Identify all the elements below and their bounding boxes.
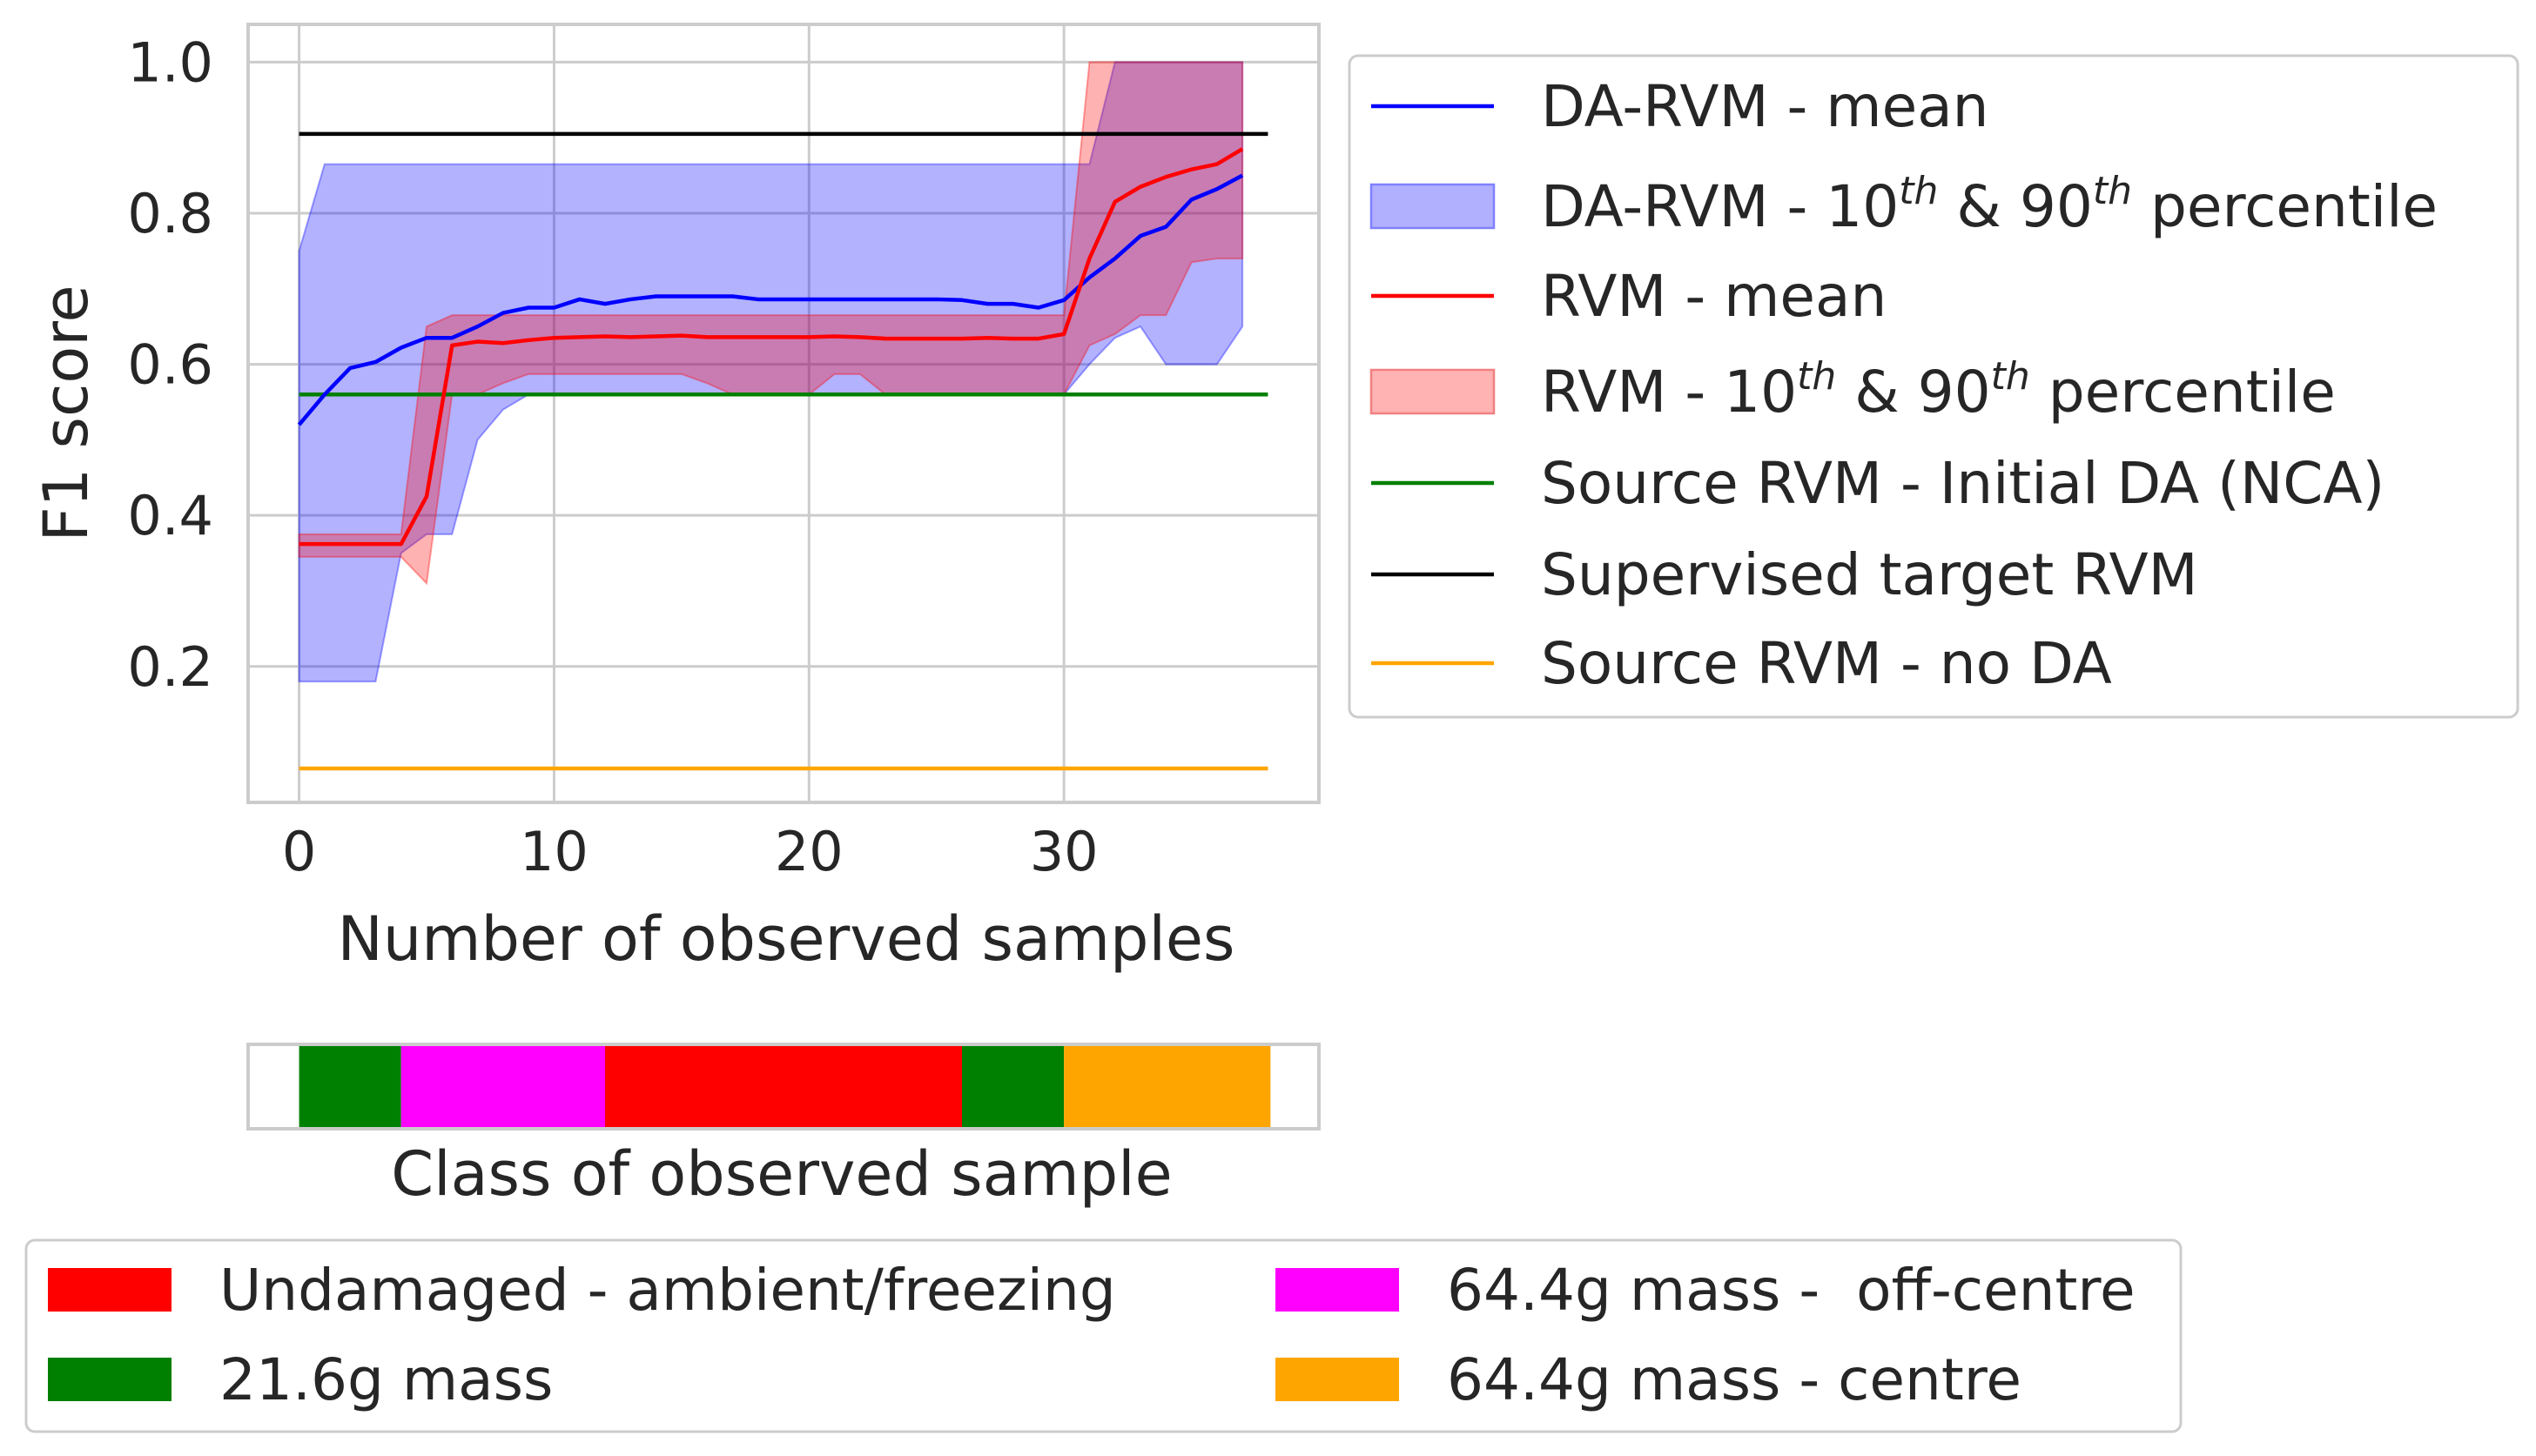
y-tick-label: 0.2 xyxy=(127,635,213,699)
segment-undamaged-ambient-freezing xyxy=(605,1044,962,1129)
x-tick-label: 10 xyxy=(520,820,589,883)
y-tick-label: 0.4 xyxy=(127,484,213,547)
legend-label: RVM - mean xyxy=(1541,263,1887,330)
main-plot: 0 10 20 30 0.2 0.4 0.6 0.8 1.0 Number of observed… xyxy=(30,23,1321,975)
class-legend-label: 21.6g mass xyxy=(219,1346,553,1413)
class-legend-swatch xyxy=(1275,1268,1399,1312)
x-tick-label: 0 xyxy=(282,820,316,883)
y-axis-label: F1 score xyxy=(30,285,102,541)
segment-64-4g-mass-centre xyxy=(1064,1044,1271,1129)
class-legend-swatch xyxy=(48,1358,172,1401)
class-legend-label: Undamaged - ambient/freezing xyxy=(219,1257,1116,1324)
line-rvm-mean xyxy=(299,147,1244,547)
x-tick-label: 20 xyxy=(775,820,844,883)
x-tick-label: 30 xyxy=(1030,820,1099,883)
y-tick-label: 0.6 xyxy=(127,333,213,397)
legend-label: RVM - 10th & 90th percentile xyxy=(1541,354,2336,426)
x-axis-label: Number of observed samples xyxy=(338,903,1235,975)
class-legend-box xyxy=(24,1238,2183,1433)
segment-21-6g-mass xyxy=(962,1044,1065,1129)
class-strip: Class of observed sample xyxy=(246,1043,1321,1210)
legend-band-handle xyxy=(1369,368,1496,415)
legend-label: Source RVM - Initial DA (NCA) xyxy=(1541,450,2385,517)
legend-box xyxy=(1348,54,2519,719)
strip-axis-label: Class of observed sample xyxy=(391,1138,1172,1210)
band-rvm-10th-90th-percentile xyxy=(298,61,1244,586)
class-legend-swatch xyxy=(48,1268,172,1312)
class-legend-label: 64.4g mass - centre xyxy=(1447,1346,2021,1413)
legend-label: Supervised target RVM xyxy=(1541,541,2198,608)
class-legend-swatch xyxy=(1275,1358,1399,1401)
line-da-rvm-mean xyxy=(297,173,1244,426)
main-legend: DA-RVM - mean DA-RVM - 10th & 90th percen… xyxy=(1348,54,2519,719)
y-tick-label: 0.8 xyxy=(127,182,213,245)
legend-label: Source RVM - no DA xyxy=(1541,630,2112,697)
class-legend: Undamaged - ambient/freezing 21.6g mass 64… xyxy=(24,1238,2183,1433)
legend-label: DA-RVM - mean xyxy=(1541,73,1988,140)
legend-band-handle xyxy=(1369,183,1496,230)
class-legend-label: 64.4g mass - off-centre xyxy=(1447,1257,2136,1324)
y-tick-label: 1.0 xyxy=(127,30,213,94)
plot-frame xyxy=(246,23,1321,804)
segment-64-4g-mass-off-centre xyxy=(400,1044,605,1129)
legend-label: DA-RVM - 10th & 90th percentile xyxy=(1541,169,2438,240)
segment-21-6g-mass xyxy=(299,1044,401,1129)
strip-frame xyxy=(246,1043,1321,1131)
